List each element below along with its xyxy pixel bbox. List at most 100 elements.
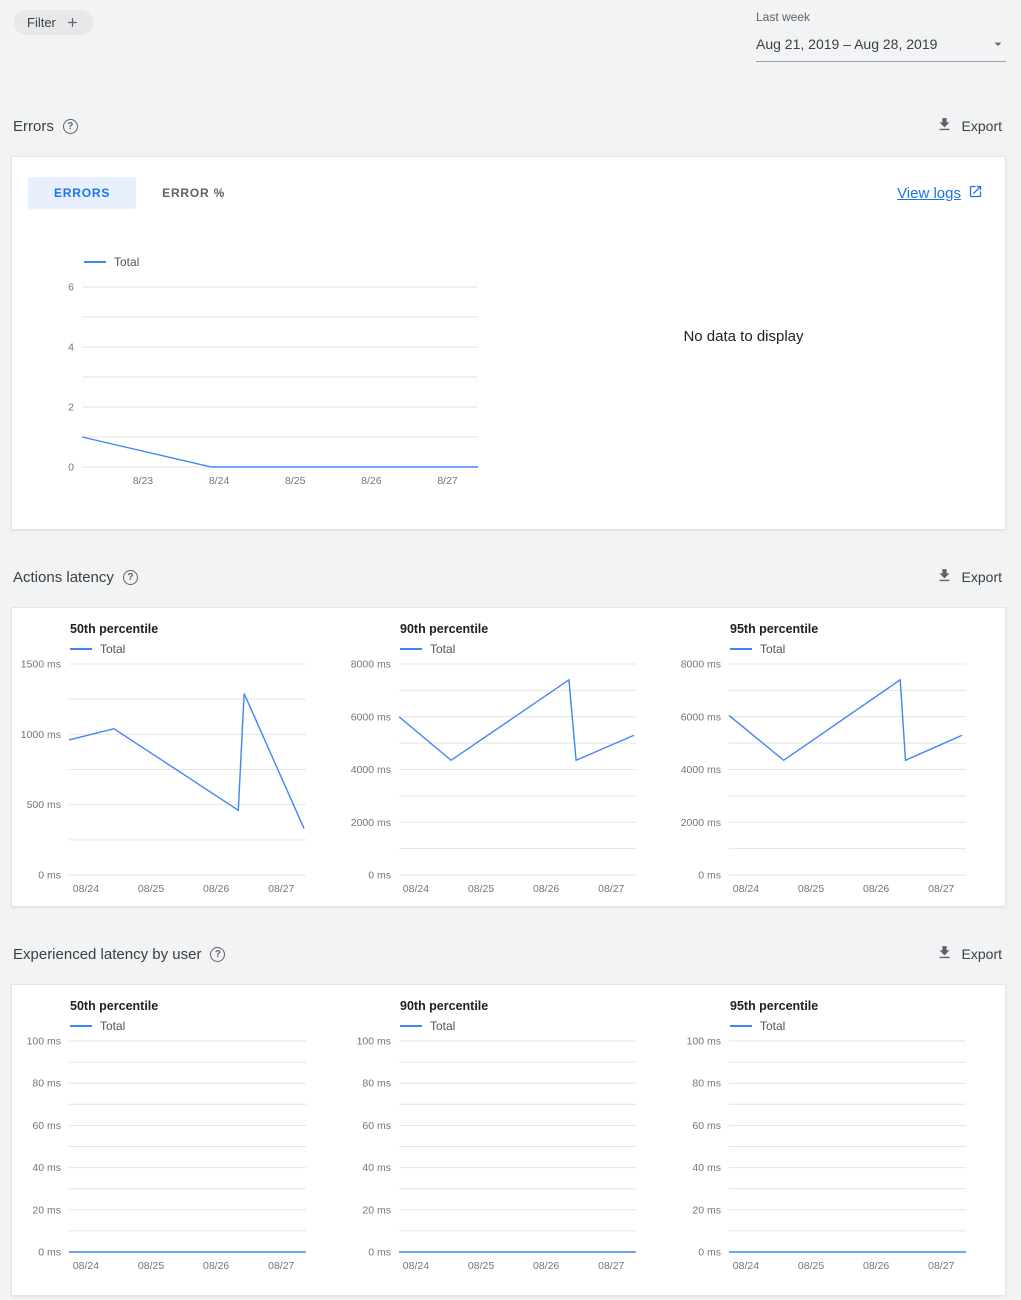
chart-legend: Total [730,642,1002,656]
filter-chip-label: Filter [27,15,56,30]
svg-text:08/27: 08/27 [598,1260,624,1272]
errors-card-body: Total 0 2 4 6 8/23 8/24 8/25 8/26 8/27 No data t… [28,209,989,493]
help-icon[interactable]: ? [210,946,226,962]
svg-text:08/26: 08/26 [203,1260,229,1272]
svg-text:2000 ms: 2000 ms [681,817,721,829]
chart-title: 90th percentile [400,622,489,636]
svg-text:100 ms: 100 ms [357,1036,391,1048]
svg-text:08/27: 08/27 [268,1260,294,1272]
experienced-latency-section-header: Experienced latency by user ? Export [11,940,1006,968]
legend-line-swatch [730,1025,752,1027]
legend-line-swatch [400,1025,422,1027]
chart-column: 90th percentile Total 0 ms 2000 ms 4000 ms… [342,622,672,906]
chart-legend: Total [400,1019,672,1033]
errors-chart-legend: Total [84,255,498,269]
svg-text:08/25: 08/25 [138,883,164,895]
svg-text:08/24: 08/24 [403,883,429,895]
svg-text:8000 ms: 8000 ms [351,659,391,671]
export-label: Export [961,946,1002,962]
top-bar: Filter Last week Aug 21, 2019 – Aug 28, … [11,0,1006,62]
svg-text:08/25: 08/25 [798,1260,824,1272]
help-icon[interactable]: ? [62,118,78,134]
legend-line-swatch [70,1025,92,1027]
svg-text:08/27: 08/27 [928,883,954,895]
date-range-value: Aug 21, 2019 – Aug 28, 2019 [756,36,938,52]
no-data-message: No data to display [683,327,804,345]
chart-column: 90th percentile Total 0 ms 20 ms 40 ms 60 m… [342,999,672,1295]
tab-errors[interactable]: ERRORS [28,177,137,209]
actions-latency-export-button[interactable]: Export [934,563,1004,591]
export-label: Export [961,118,1002,134]
legend-label: Total [100,1019,126,1033]
actions-latency-p95-chart: 0 ms 2000 ms 4000 ms 6000 ms 8000 ms 08/24 08/… [672,658,1002,906]
chart-legend: Total [70,1019,342,1033]
svg-text:40 ms: 40 ms [692,1162,721,1174]
legend-label: Total [100,642,126,656]
svg-text:6: 6 [68,282,74,294]
svg-text:80 ms: 80 ms [692,1078,721,1090]
errors-card: ERRORS ERROR % View logs Total 0 2 4 6 8/23 8… [11,156,1006,530]
experienced-latency-p50-chart: 0 ms 20 ms 40 ms 60 ms 80 ms 100 ms 08/24 08/25… [12,1035,342,1283]
filter-chip[interactable]: Filter [14,10,93,35]
view-logs-link[interactable]: View logs [897,184,983,203]
actions-latency-section-header: Actions latency ? Export [11,563,1006,591]
experienced-latency-p90-chart: 0 ms 20 ms 40 ms 60 ms 80 ms 100 ms 08/24 08/25… [342,1035,672,1283]
svg-text:60 ms: 60 ms [692,1120,721,1132]
svg-text:20 ms: 20 ms [362,1204,391,1216]
svg-text:20 ms: 20 ms [32,1204,61,1216]
legend-label: Total [430,642,456,656]
chart-column: 95th percentile Total 0 ms 20 ms 40 ms 60 m… [672,999,1002,1295]
svg-text:4000 ms: 4000 ms [351,764,391,776]
svg-text:40 ms: 40 ms [32,1162,61,1174]
errors-export-button[interactable]: Export [934,112,1004,140]
chart-legend: Total [70,642,342,656]
download-icon [936,944,953,964]
experienced-latency-p95-chart: 0 ms 20 ms 40 ms 60 ms 80 ms 100 ms 08/24 08/25… [672,1035,1002,1283]
svg-text:80 ms: 80 ms [32,1078,61,1090]
chart-column: 50th percentile Total 0 ms 20 ms 40 ms 60 m… [12,999,342,1295]
chart-title: 50th percentile [70,999,159,1013]
tab-error-percent[interactable]: ERROR % [162,186,226,200]
svg-text:0 ms: 0 ms [38,1247,61,1259]
download-icon [936,116,953,136]
view-logs-label: View logs [897,184,961,202]
actions-latency-card: 50th percentile Total 0 ms 500 ms 1000 ms 1… [11,607,1006,907]
svg-text:0 ms: 0 ms [368,1247,391,1259]
experienced-latency-export-button[interactable]: Export [934,940,1004,968]
experienced-latency-card: 50th percentile Total 0 ms 20 ms 40 ms 60 m… [11,984,1006,1296]
help-icon[interactable]: ? [122,569,138,585]
actions-latency-p90-chart: 0 ms 2000 ms 4000 ms 6000 ms 8000 ms 08/24 08/… [342,658,672,906]
chart-title: 50th percentile [70,622,159,636]
svg-text:0: 0 [68,462,74,474]
svg-text:08/24: 08/24 [733,1260,759,1272]
external-link-icon [968,184,983,203]
svg-text:0 ms: 0 ms [38,870,61,882]
svg-text:8/23: 8/23 [133,475,154,487]
svg-text:0 ms: 0 ms [368,870,391,882]
svg-text:8000 ms: 8000 ms [681,659,721,671]
legend-label: Total [760,642,786,656]
errors-tabs: ERRORS ERROR % View logs [28,177,989,209]
svg-text:08/24: 08/24 [73,883,99,895]
svg-text:08/24: 08/24 [733,883,759,895]
date-range-select[interactable]: Aug 21, 2019 – Aug 28, 2019 [756,36,1006,62]
chevron-down-icon [990,36,1006,52]
svg-text:08/26: 08/26 [863,1260,889,1272]
svg-text:08/25: 08/25 [468,883,494,895]
legend-label: Total [114,255,140,269]
svg-text:08/26: 08/26 [203,883,229,895]
svg-text:6000 ms: 6000 ms [351,711,391,723]
svg-text:6000 ms: 6000 ms [681,711,721,723]
svg-text:08/25: 08/25 [468,1260,494,1272]
legend-line-swatch [400,648,422,650]
chart-column: 50th percentile Total 0 ms 500 ms 1000 ms 1… [12,622,342,906]
errors-line-chart: 0 2 4 6 8/23 8/24 8/25 8/26 8/27 [28,279,498,493]
date-range-preset-label: Last week [756,10,811,24]
svg-text:08/27: 08/27 [928,1260,954,1272]
svg-text:100 ms: 100 ms [687,1036,721,1048]
chart-title: 95th percentile [730,999,819,1013]
legend-line-swatch [84,261,106,263]
actions-latency-section-title: Actions latency [13,568,114,586]
svg-text:08/24: 08/24 [403,1260,429,1272]
